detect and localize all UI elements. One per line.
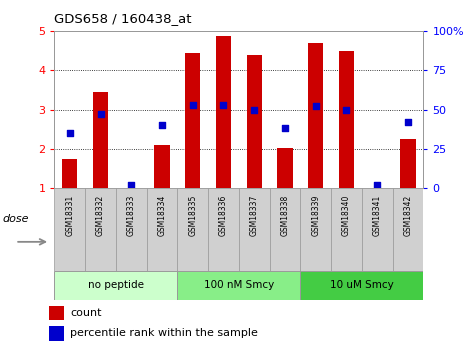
- Bar: [49, 326, 64, 341]
- Bar: [362, 188, 393, 271]
- Text: GDS658 / 160438_at: GDS658 / 160438_at: [54, 12, 192, 25]
- Point: [158, 122, 166, 128]
- Text: GSM18340: GSM18340: [342, 195, 351, 236]
- Bar: [208, 188, 239, 271]
- Bar: [300, 271, 423, 300]
- Bar: [154, 145, 170, 188]
- Point: [96, 111, 104, 117]
- Point: [281, 126, 289, 131]
- Bar: [177, 271, 300, 300]
- Bar: [54, 271, 177, 300]
- Bar: [339, 51, 354, 188]
- Point: [312, 104, 320, 109]
- Text: GSM18333: GSM18333: [127, 195, 136, 236]
- Text: GSM18337: GSM18337: [250, 195, 259, 236]
- Bar: [216, 36, 231, 188]
- Bar: [300, 188, 331, 271]
- Bar: [393, 188, 423, 271]
- Point: [404, 119, 412, 125]
- Text: percentile rank within the sample: percentile rank within the sample: [70, 328, 258, 338]
- Point: [219, 102, 227, 108]
- Text: 10 uM Smcy: 10 uM Smcy: [330, 280, 394, 290]
- Text: count: count: [70, 308, 102, 318]
- Text: 100 nM Smcy: 100 nM Smcy: [204, 280, 274, 290]
- Point: [374, 182, 381, 188]
- Text: GSM18339: GSM18339: [311, 195, 320, 236]
- Point: [189, 102, 197, 108]
- Bar: [239, 188, 270, 271]
- Bar: [93, 92, 108, 188]
- Bar: [270, 188, 300, 271]
- Bar: [54, 188, 85, 271]
- Bar: [400, 139, 416, 188]
- Text: GSM18332: GSM18332: [96, 195, 105, 236]
- Bar: [331, 188, 362, 271]
- Point: [128, 182, 135, 188]
- Bar: [49, 306, 64, 320]
- Text: GSM18338: GSM18338: [280, 195, 289, 236]
- Text: GSM18334: GSM18334: [158, 195, 166, 236]
- Point: [342, 107, 350, 112]
- Bar: [62, 159, 78, 188]
- Bar: [85, 188, 116, 271]
- Text: no peptide: no peptide: [88, 280, 144, 290]
- Bar: [147, 188, 177, 271]
- Text: GSM18331: GSM18331: [65, 195, 74, 236]
- Bar: [177, 188, 208, 271]
- Text: GSM18335: GSM18335: [188, 195, 197, 236]
- Bar: [185, 53, 201, 188]
- Bar: [308, 43, 324, 188]
- Bar: [277, 148, 293, 188]
- Text: GSM18342: GSM18342: [403, 195, 412, 236]
- Text: dose: dose: [3, 215, 29, 224]
- Text: GSM18341: GSM18341: [373, 195, 382, 236]
- Bar: [246, 56, 262, 188]
- Point: [251, 107, 258, 112]
- Text: GSM18336: GSM18336: [219, 195, 228, 236]
- Bar: [116, 188, 147, 271]
- Point: [66, 130, 74, 136]
